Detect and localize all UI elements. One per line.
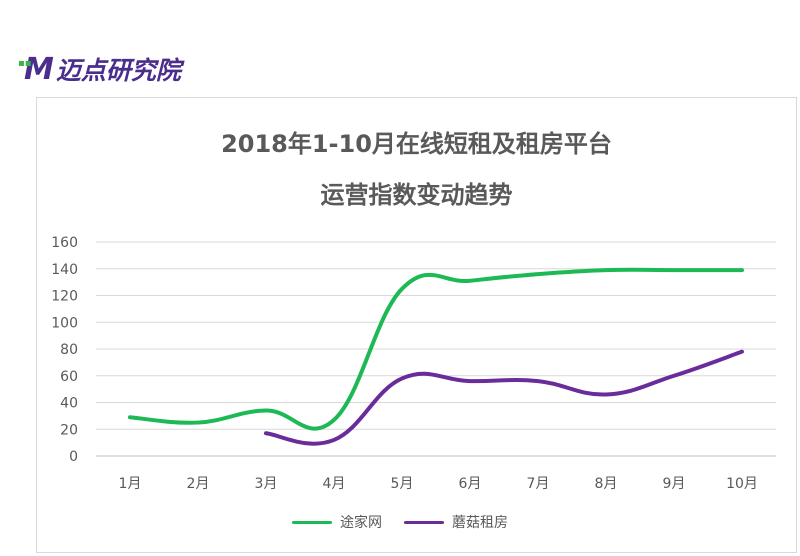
x-tick-label: 3月 <box>255 476 278 492</box>
chart-legend: 途家网 蘑菇租房 <box>0 512 800 532</box>
y-tick-label: 0 <box>69 449 78 465</box>
legend-item: 蘑菇租房 <box>404 512 508 532</box>
legend-label: 途家网 <box>340 515 382 531</box>
x-tick-label: 2月 <box>187 476 210 492</box>
x-tick-label: 7月 <box>527 476 550 492</box>
y-tick-label: 160 <box>51 235 78 251</box>
y-tick-label: 140 <box>51 262 78 278</box>
x-tick-label: 5月 <box>391 476 414 492</box>
y-tick-label: 120 <box>51 289 78 305</box>
legend-label: 蘑菇租房 <box>452 515 508 531</box>
x-tick-label: 4月 <box>323 476 346 492</box>
x-tick-label: 1月 <box>119 476 142 492</box>
chart-frame <box>36 97 797 553</box>
y-tick-label: 100 <box>51 315 78 331</box>
legend-swatch <box>404 520 444 524</box>
y-tick-label: 60 <box>60 369 78 385</box>
x-tick-label: 9月 <box>663 476 686 492</box>
y-tick-label: 20 <box>60 422 78 438</box>
x-tick-label: 10月 <box>726 476 758 492</box>
x-tick-label: 6月 <box>459 476 482 492</box>
logo-dots-icon: ▪▪ <box>18 58 32 69</box>
series-line-2 <box>264 349 744 446</box>
legend-item: 途家网 <box>292 512 382 532</box>
logo-mark-letter: M <box>24 52 54 87</box>
chart-title-line1: 2018年1-10月在线短租及租房平台 <box>221 130 612 158</box>
x-tick-label: 8月 <box>595 476 618 492</box>
legend-swatch <box>292 520 332 524</box>
y-tick-label: 40 <box>60 396 78 412</box>
chart-title-line2: 运营指数变动趋势 <box>320 181 513 209</box>
logo: ▪▪ M 迈点研究院 <box>18 52 181 88</box>
logo-text: 迈点研究院 <box>55 55 181 85</box>
logo-mark: ▪▪ M <box>18 52 54 87</box>
series-line-1 <box>128 267 744 431</box>
y-tick-label: 80 <box>60 342 78 358</box>
